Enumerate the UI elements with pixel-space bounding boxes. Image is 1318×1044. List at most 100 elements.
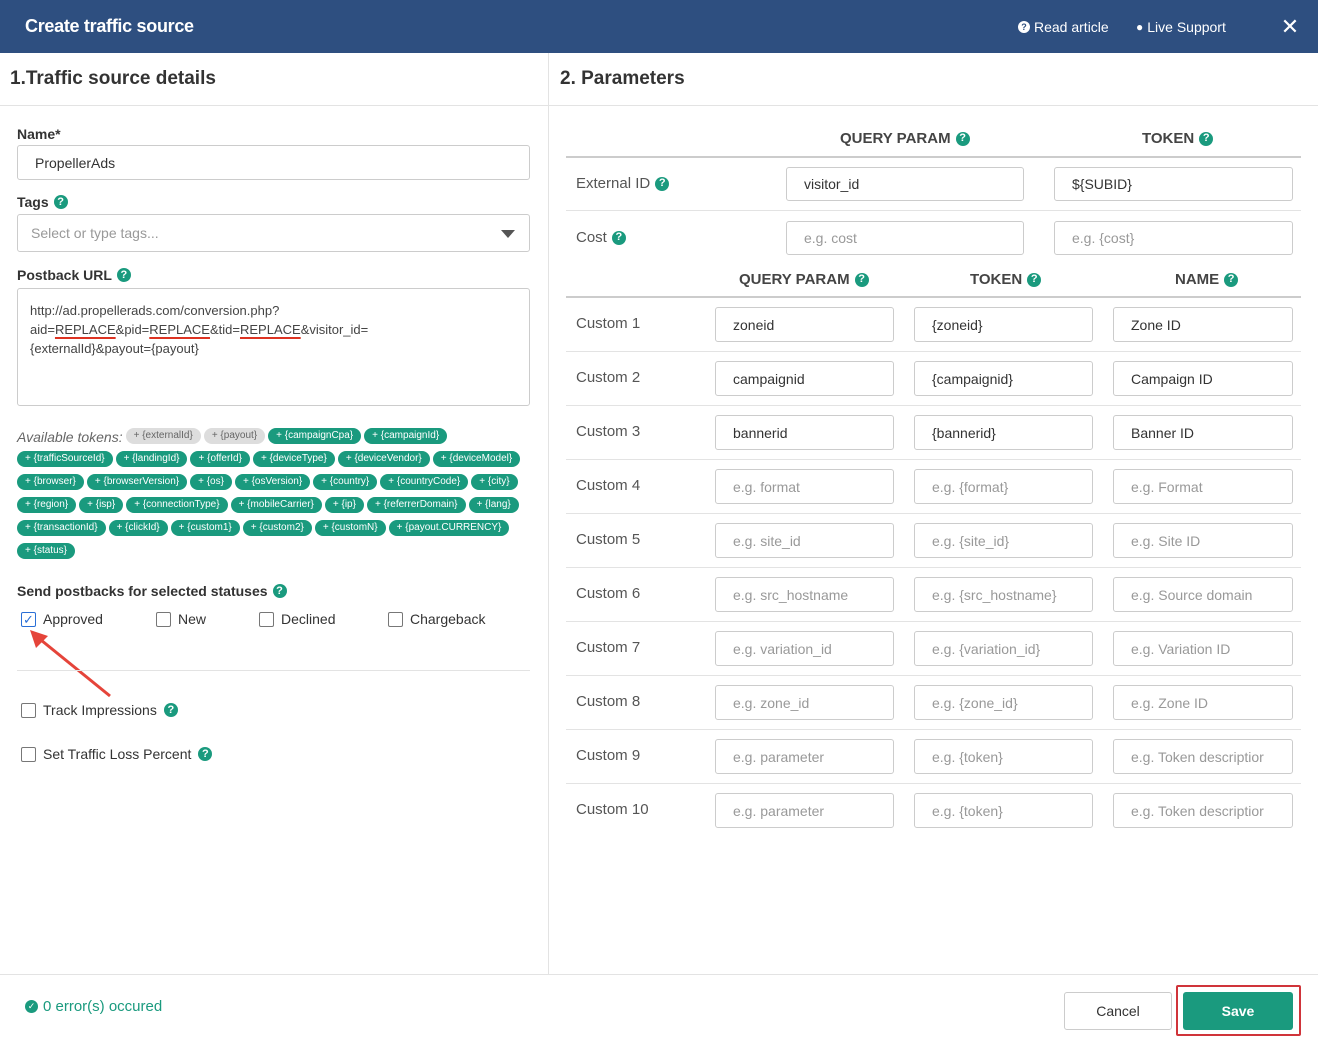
postback-url-textarea[interactable]: http://ad.propellerads.com/conversion.ph… (17, 288, 530, 406)
read-article-link[interactable]: ? Read article (1018, 19, 1109, 35)
help-icon[interactable]: ? (611, 230, 626, 245)
custom-query-input[interactable]: e.g. parameter (715, 793, 894, 828)
tags-select[interactable]: Select or type tags... (17, 214, 530, 252)
token-chip[interactable]: + {isp} (79, 497, 124, 513)
custom-name-input[interactable]: Zone ID (1113, 307, 1293, 342)
token-chip[interactable]: + {custom2} (242, 520, 312, 536)
token-chip[interactable]: + {clickId} (108, 520, 168, 536)
token-chip[interactable]: + {payout.CURRENCY} (388, 520, 510, 536)
custom-query-input[interactable]: e.g. zone_id (715, 685, 894, 720)
divider (566, 459, 1301, 460)
save-button[interactable]: Save (1183, 992, 1293, 1030)
custom-query-input[interactable]: bannerid (715, 415, 894, 450)
custom-token-input[interactable]: e.g. {zone_id} (914, 685, 1093, 720)
token-chip[interactable]: + {deviceModel} (432, 451, 521, 467)
help-icon[interactable]: ? (198, 747, 213, 761)
help-icon[interactable]: ? (655, 176, 670, 191)
token-chip[interactable]: + {campaignCpa} (268, 428, 362, 444)
token-chip[interactable]: + {referrerDomain} (366, 497, 466, 513)
custom-name-input[interactable]: Campaign ID (1113, 361, 1293, 396)
token-chip[interactable]: + {custom1} (170, 520, 240, 536)
token-chip[interactable]: + {city} (471, 474, 518, 490)
custom-query-input[interactable]: zoneid (715, 307, 894, 342)
custom-name-input[interactable]: e.g. Site ID (1113, 523, 1293, 558)
status-approved-checkbox[interactable]: ✓ Approved (21, 611, 103, 627)
token-chip[interactable]: + {lang} (468, 497, 519, 513)
custom-query-input[interactable]: campaignid (715, 361, 894, 396)
token-chip[interactable]: + {countryCode} (380, 474, 469, 490)
checkbox-label: New (178, 611, 207, 627)
token-chip[interactable]: + {region} (17, 497, 77, 513)
token-chip[interactable]: + {ip} (324, 497, 364, 513)
token-chip[interactable]: + {connectionType} (126, 497, 228, 513)
custom-token-input[interactable]: {campaignid} (914, 361, 1093, 396)
checkbox-icon (259, 611, 274, 627)
custom-query-input[interactable]: e.g. parameter (715, 739, 894, 774)
status-declined-checkbox[interactable]: Declined (259, 611, 335, 627)
status-chargeback-checkbox[interactable]: Chargeback (388, 611, 486, 627)
custom-row-label: Custom 7 (576, 639, 640, 656)
token-chip[interactable]: + {customN} (314, 520, 386, 536)
help-icon[interactable]: ? (955, 131, 970, 146)
token-chip[interactable]: + {mobileCarrier} (230, 497, 322, 513)
custom-token-input[interactable]: e.g. {variation_id} (914, 631, 1093, 666)
help-icon[interactable]: ? (1224, 272, 1239, 287)
custom-name-input[interactable]: e.g. Token descriptior (1113, 739, 1293, 774)
close-button[interactable]: ✕ (1262, 0, 1318, 53)
custom-name-input[interactable]: Banner ID (1113, 415, 1293, 450)
checkbox-label: Track Impressions (43, 702, 157, 718)
custom-query-input[interactable]: e.g. variation_id (715, 631, 894, 666)
help-icon[interactable]: ? (272, 584, 287, 598)
checkbox-label: Set Traffic Loss Percent (43, 746, 192, 762)
row-label-text: Custom 10 (576, 801, 649, 818)
custom-name-input[interactable]: e.g. Source domain (1113, 577, 1293, 612)
help-icon[interactable]: ? (163, 703, 178, 717)
custom-query-input[interactable]: e.g. src_hostname (715, 577, 894, 612)
token-chip[interactable]: + {offerId} (190, 451, 250, 467)
help-icon[interactable]: ? (1027, 272, 1042, 287)
token-chip[interactable]: + {transactionId} (17, 520, 106, 536)
token-chip[interactable]: + {status} (17, 543, 75, 559)
token-chip[interactable]: + {payout} (203, 428, 266, 444)
external-id-token-input[interactable]: ${SUBID} (1054, 167, 1293, 201)
track-impressions-checkbox[interactable]: Track Impressions? (21, 702, 178, 718)
help-icon[interactable]: ? (53, 195, 68, 209)
help-icon[interactable]: ? (1199, 131, 1214, 146)
custom-name-input[interactable]: e.g. Variation ID (1113, 631, 1293, 666)
cost-token-input[interactable]: e.g. {cost} (1054, 221, 1293, 255)
token-chip[interactable]: + {browserVersion} (86, 474, 188, 490)
cancel-button[interactable]: Cancel (1064, 992, 1172, 1030)
token-chip[interactable]: + {deviceVendor} (337, 451, 430, 467)
custom-token-input[interactable]: e.g. {site_id} (914, 523, 1093, 558)
custom-token-input[interactable]: {bannerid} (914, 415, 1093, 450)
custom-name-input[interactable]: e.g. Zone ID (1113, 685, 1293, 720)
token-chip[interactable]: + {os} (190, 474, 232, 490)
cost-query-input[interactable]: e.g. cost (786, 221, 1024, 255)
token-chip[interactable]: + {country} (313, 474, 378, 490)
custom-query-input[interactable]: e.g. site_id (715, 523, 894, 558)
custom-row-label: Custom 2 (576, 369, 640, 386)
help-icon[interactable]: ? (116, 268, 131, 282)
token-chip[interactable]: + {campaignId} (364, 428, 448, 444)
external-id-query-input[interactable]: visitor_id (786, 167, 1024, 201)
status-new-checkbox[interactable]: New (156, 611, 206, 627)
token-chip[interactable]: + {externalId} (125, 428, 201, 444)
name-input[interactable]: PropellerAds (17, 145, 530, 180)
help-icon[interactable]: ? (854, 272, 869, 287)
custom-token-input[interactable]: e.g. {src_hostname} (914, 577, 1093, 612)
custom-query-input[interactable]: e.g. format (715, 469, 894, 504)
live-support-link[interactable]: ● Live Support (1136, 19, 1226, 35)
token-chip[interactable]: + {osVersion} (234, 474, 311, 490)
custom-token-input[interactable]: {zoneid} (914, 307, 1093, 342)
token-chip[interactable]: + {trafficSourceId} (17, 451, 113, 467)
custom-token-input[interactable]: e.g. {token} (914, 793, 1093, 828)
custom-token-input[interactable]: e.g. {token} (914, 739, 1093, 774)
traffic-loss-checkbox[interactable]: Set Traffic Loss Percent? (21, 746, 213, 762)
custom-name-input[interactable]: e.g. Token descriptior (1113, 793, 1293, 828)
token-chip[interactable]: + {landingId} (115, 451, 188, 467)
token-chip[interactable]: + {deviceType} (252, 451, 335, 467)
token-chip[interactable]: + {browser} (17, 474, 84, 490)
custom-token-input[interactable]: e.g. {format} (914, 469, 1093, 504)
divider (566, 621, 1301, 622)
custom-name-input[interactable]: e.g. Format (1113, 469, 1293, 504)
